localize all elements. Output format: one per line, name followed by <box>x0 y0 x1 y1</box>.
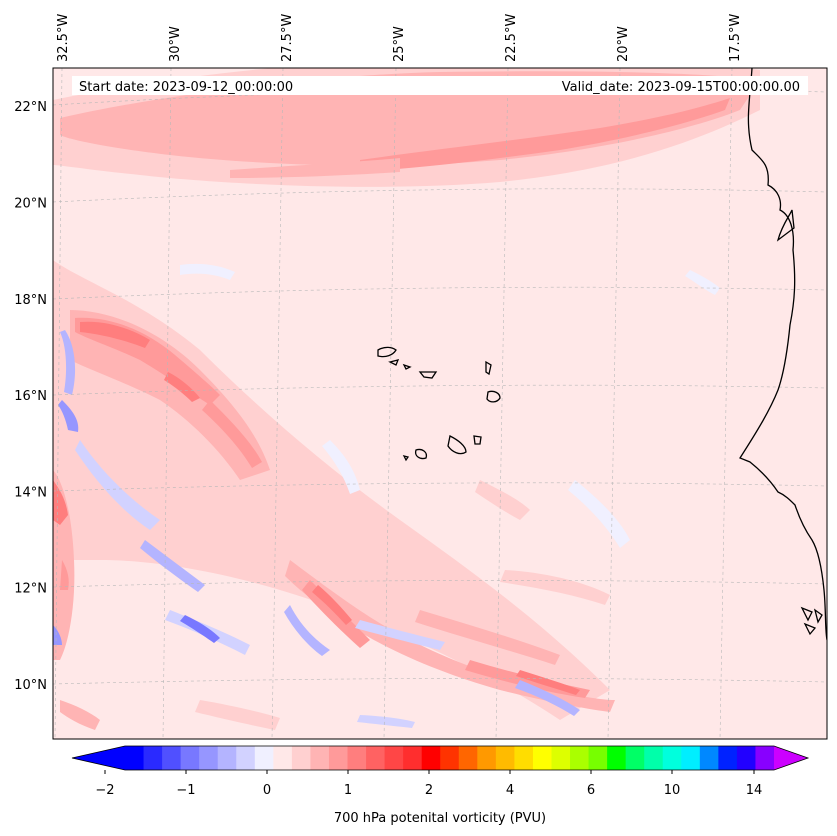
colorbar-under-triangle <box>72 746 125 770</box>
colorbar-segment <box>440 746 460 770</box>
lon-tick-label: 17.5°W <box>728 14 743 62</box>
start-date-label: Start date: 2023-09-12_00:00:00 <box>79 80 293 95</box>
colorbar-segment <box>625 746 645 770</box>
lat-tick-label: 18°N <box>14 293 47 308</box>
lat-tick-label: 22°N <box>14 100 47 115</box>
africa-coastline <box>739 68 827 641</box>
colorbar-segment <box>328 746 349 770</box>
colorbar-tick-label: 10 <box>664 783 681 798</box>
colorbar-segment <box>366 746 386 770</box>
longitude-labels: 32.5°W 30°W 27.5°W 25°W 22.5°W 20°W 17.5°W <box>56 14 743 62</box>
lat-tick-label: 12°N <box>14 582 47 597</box>
colorbar-segment <box>458 746 478 770</box>
lat-tick-label: 20°N <box>14 197 47 212</box>
map-area <box>53 68 827 739</box>
colorbar-label: 700 hPa potenital vorticity (PVU) <box>334 811 546 826</box>
map-frame <box>52 67 828 740</box>
colorbar-segment <box>755 746 775 770</box>
colorbar-segment <box>125 746 145 770</box>
colorbar <box>71 745 810 771</box>
colorbar-segment <box>199 746 219 770</box>
colorbar-tick-label: 0 <box>263 783 271 798</box>
colorbar-segment <box>403 746 423 770</box>
colorbar-ticks: −2 −1 0 1 2 4 6 10 14 <box>95 770 762 798</box>
colorbar-tick-label: 1 <box>344 783 352 798</box>
colorbar-segment <box>588 746 608 770</box>
cape-verde-islands <box>377 346 501 462</box>
colorbar-segment <box>662 746 682 770</box>
colorbar-segment <box>514 746 534 770</box>
colorbar-tick-label: 2 <box>425 783 433 798</box>
lat-tick-label: 14°N <box>14 485 47 500</box>
colorbar-segment <box>291 746 312 770</box>
lon-tick-label: 22.5°W <box>504 14 519 62</box>
colorbar-segment <box>644 746 664 770</box>
colorbar-segment <box>570 746 590 770</box>
lon-tick-label: 27.5°W <box>280 14 295 62</box>
graticule <box>53 68 827 739</box>
lon-tick-label: 30°W <box>168 26 183 62</box>
colorbar-segment <box>162 746 182 770</box>
lat-tick-label: 16°N <box>14 389 47 404</box>
colorbar-segment <box>477 746 497 770</box>
header-box <box>72 76 808 95</box>
colorbar-segment <box>551 746 571 770</box>
colorbar-segment <box>217 746 237 770</box>
colorbar-segment <box>736 746 757 770</box>
colorbar-segment <box>699 746 719 770</box>
pv-streamers <box>53 260 615 730</box>
colorbar-segment <box>236 746 256 770</box>
colorbar-segment <box>681 746 701 770</box>
lon-tick-label: 20°W <box>616 26 631 62</box>
valid-date-label: Valid_date: 2023-09-15T00:00:00.00 <box>562 80 800 95</box>
colorbar-segment <box>495 746 515 770</box>
lat-tick-label: 10°N <box>14 678 47 693</box>
colorbar-tick-label: −1 <box>176 783 195 798</box>
colorbar-segment <box>384 746 404 770</box>
colorbar-tick-label: 4 <box>506 783 514 798</box>
colorbar-outline <box>71 745 810 771</box>
colorbar-segment <box>143 746 163 770</box>
colorbar-over-triangle <box>774 746 808 770</box>
colorbar-segment <box>254 746 274 770</box>
latitude-labels: 10°N 12°N 14°N 16°N 18°N 20°N 22°N <box>14 100 47 693</box>
colorbar-segment <box>532 746 553 770</box>
colorbar-segment <box>421 746 441 770</box>
colorbar-segment <box>718 746 738 770</box>
lon-tick-label: 32.5°W <box>56 14 71 62</box>
coastlines <box>739 68 827 641</box>
negative-pv-filaments <box>53 263 720 728</box>
colorbar-segment <box>273 746 293 770</box>
colorbar-segment <box>607 746 627 770</box>
colorbar-segment <box>180 746 200 770</box>
colorbar-segment <box>347 746 367 770</box>
colorbar-tick-label: 6 <box>587 783 595 798</box>
colorbar-segment <box>310 746 330 770</box>
lon-tick-label: 25°W <box>392 26 407 62</box>
colorbar-tick-label: −2 <box>95 783 114 798</box>
colorbar-tick-label: 14 <box>746 783 763 798</box>
